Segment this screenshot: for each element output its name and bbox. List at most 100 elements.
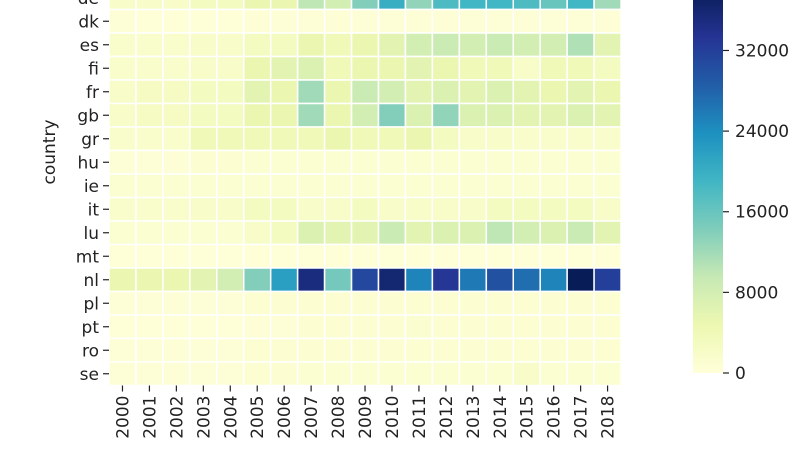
heatmap-cell [162,337,191,363]
heatmap-cell [216,361,245,387]
y-tick-label: lu [84,224,100,244]
heatmap-cell [350,220,380,246]
heatmap-cell [189,102,218,128]
heatmap-cell [566,267,595,293]
x-tick-label: 2014 [491,396,511,439]
heatmap-cell [485,0,514,11]
heatmap-cell [593,267,622,293]
heatmap-cell [296,126,326,152]
heatmap-cell [404,361,434,387]
x-tick-label: 2001 [140,396,160,439]
heatmap-cell [162,267,191,293]
heatmap-cell [189,32,218,58]
colorbar-tick-label: 16000 [735,203,789,223]
heatmap-cell [162,8,191,34]
heatmap-cell [431,314,461,340]
heatmap-cell [243,8,272,34]
heatmap-cell [404,0,434,11]
heatmap-cell [485,220,514,246]
heatmap-cell [323,314,353,340]
heatmap-cell [216,337,245,363]
heatmap-cell [539,243,568,269]
heatmap-cell [323,290,353,316]
heatmap-cell [458,361,488,387]
heatmap-cell [350,0,380,11]
heatmap-cell [404,290,434,316]
heatmap-cell [404,220,434,246]
x-tick-label: 2012 [437,396,457,439]
heatmap-cell [458,267,488,293]
heatmap-cell [108,126,137,152]
heatmap-cell [593,0,622,11]
colorbar-ticks: 0 8000 16000 24000 32000 [723,41,789,384]
heatmap-cell [512,220,541,246]
heatmap-cell [512,196,541,222]
heatmap-cell [593,361,622,387]
heatmap-cell [323,55,353,81]
heatmap-cell [323,149,353,175]
heatmap-cell [512,267,541,293]
heatmap-cell [512,79,541,105]
y-tick-label: fi [88,59,99,79]
heatmap-cell [135,8,164,34]
y-tick-label: es [80,36,99,56]
heatmap-cell [377,243,407,269]
heatmap-cell [269,149,299,175]
heatmap-cell [593,79,622,105]
heatmap-cell [404,196,434,222]
heatmap-cell [162,55,191,81]
heatmap-cell [323,361,353,387]
heatmap-cell [243,102,272,128]
x-tick-label: 2011 [410,396,430,439]
heatmap-cell [458,243,488,269]
heatmap-cell [189,126,218,152]
heatmap-cell [108,79,137,105]
colorbar-tick-label: 24000 [735,122,789,142]
heatmap-cell [377,361,407,387]
heatmap-cell [485,361,514,387]
heatmap-cell [108,243,137,269]
heatmap-cell [135,267,164,293]
heatmap-cell [593,126,622,152]
heatmap-cell [350,196,380,222]
heatmap-cell [135,79,164,105]
heatmap-cell [243,32,272,58]
heatmap-cell [539,196,568,222]
x-tick-label: 2009 [356,396,376,439]
heatmap-cell [458,32,488,58]
heatmap-cell [377,337,407,363]
heatmap-cell [135,149,164,175]
heatmap-cell [296,32,326,58]
heatmap-cell [108,314,137,340]
heatmap-cell [404,79,434,105]
heatmap-cell [296,8,326,34]
x-tick-label: 2007 [302,396,322,439]
heatmap-cell [512,55,541,81]
heatmap-cell [350,290,380,316]
heatmap-cell [431,149,461,175]
heatmap-cell [566,55,595,81]
heatmap-cell [162,126,191,152]
heatmap-cell [216,220,245,246]
heatmap-cell [377,55,407,81]
heatmap-cell [108,8,137,34]
heatmap-cell [431,102,461,128]
heatmap-cell [431,126,461,152]
heatmap-cell [269,8,299,34]
heatmap-cell [404,8,434,34]
heatmap-cell [404,243,434,269]
heatmap-cell [566,126,595,152]
y-tick-label: nl [84,271,100,291]
heatmap-cell [593,196,622,222]
heatmap-cell [431,196,461,222]
heatmap-cell [539,102,568,128]
heatmap-cell [108,0,137,11]
heatmap-cell [108,149,137,175]
heatmap-cell [162,32,191,58]
heatmap-cell [566,220,595,246]
heatmap-cell [269,55,299,81]
y-axis: de dk es fi fr gb gr hu ie it lu mt nl pl pt ro se [76,0,109,385]
y-tick-label: fr [86,83,99,103]
heatmap-cell [566,149,595,175]
